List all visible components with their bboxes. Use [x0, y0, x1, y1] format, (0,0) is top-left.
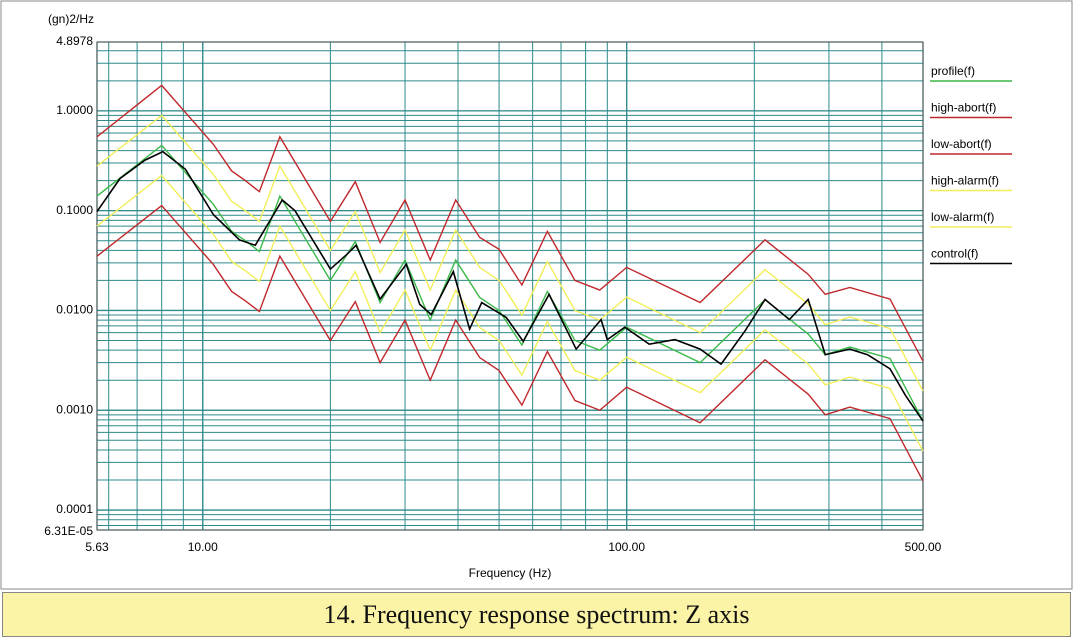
series-line: [96, 174, 924, 452]
legend-label: profile(f): [931, 64, 975, 78]
y-tick-label: 0.0100: [56, 303, 93, 317]
y-axis-label: (gn)2/Hz: [48, 12, 94, 26]
legend-label: low-alarm(f): [931, 210, 994, 224]
series-line: [96, 204, 924, 482]
y-tick-label: 0.0001: [56, 502, 93, 516]
series-line: [96, 84, 924, 362]
x-tick-label: 5.63: [85, 540, 109, 554]
legend-label: high-alarm(f): [931, 174, 999, 188]
legend-label: high-abort(f): [931, 101, 996, 115]
chart-frame: [0, 0, 1073, 590]
y-tick-label: 0.0010: [56, 402, 93, 416]
series-line: [96, 114, 924, 392]
x-axis-label: Frequency (Hz): [469, 566, 552, 580]
x-tick-label: 500.00: [905, 540, 942, 554]
chart: (gn)2/Hz Frequency (Hz) 5.63 10.00 100.00 5…: [0, 0, 1073, 590]
y-tick-label: 0.1000: [56, 203, 93, 217]
caption: 14. Frequency response spectrum: Z axis: [2, 592, 1071, 637]
y-tick-label: 4.8978: [56, 34, 93, 48]
y-tick-label: 1.0000: [56, 103, 93, 117]
y-tick-label: 6.31E-05: [44, 524, 93, 538]
legend-label: low-abort(f): [931, 137, 992, 151]
x-tick-label: 10.00: [188, 540, 218, 554]
x-tick-label: 100.00: [608, 540, 645, 554]
legend-label: control(f): [931, 247, 978, 261]
series-line: [96, 150, 924, 422]
plot-frame: [96, 41, 924, 531]
